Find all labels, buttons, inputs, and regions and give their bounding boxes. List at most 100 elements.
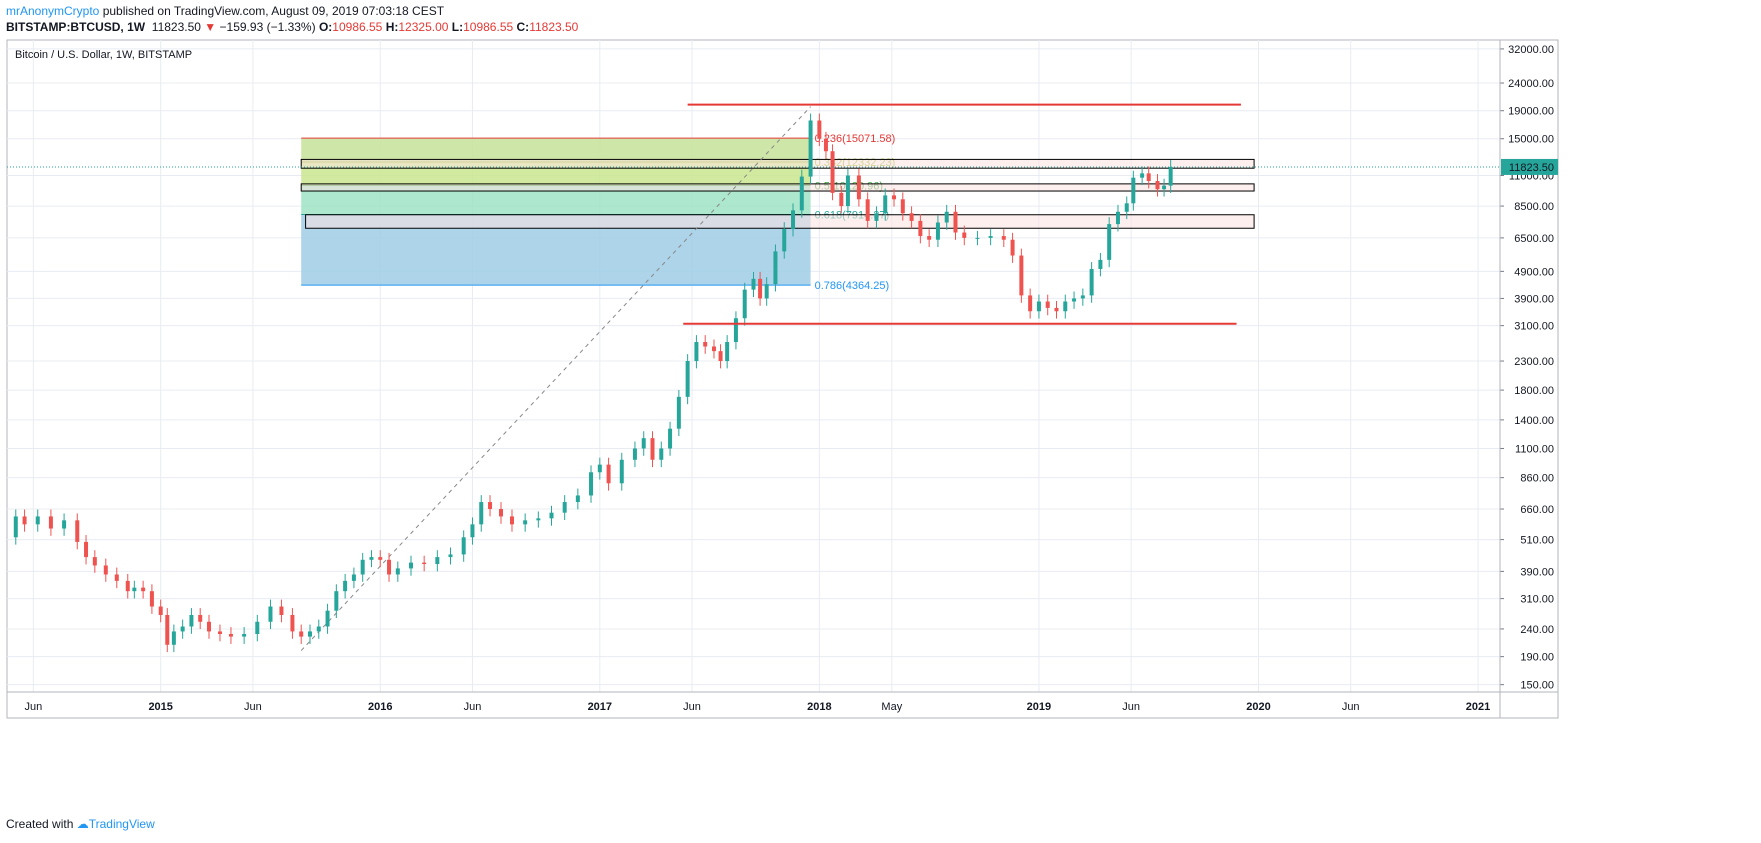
y-tick-label: 19000.00 (1508, 106, 1554, 118)
candle-body (845, 175, 850, 207)
candle-body (935, 222, 940, 240)
candle-body (758, 278, 763, 299)
x-tick-label: 2019 (1027, 701, 1051, 713)
x-tick-label: Jun (24, 701, 42, 713)
publish-line: mrAnonymCrypto published on TradingView.… (6, 3, 578, 19)
open-value: 10986.55 (332, 20, 383, 34)
candle-body (158, 606, 163, 615)
low-label: L: (451, 20, 464, 34)
candle-body (562, 502, 567, 513)
candle-body (856, 175, 861, 200)
last-price: 11823.50 (151, 20, 201, 34)
candle-body (1168, 166, 1173, 186)
candle-body (180, 626, 185, 632)
close-label: C: (516, 20, 530, 34)
candle-body (343, 580, 348, 592)
candle-body (1036, 301, 1041, 312)
candle-body (773, 251, 778, 285)
candle-body (1080, 295, 1085, 299)
tradingview-logo-icon: ☁ (76, 817, 89, 831)
candle-body (62, 520, 67, 529)
support-zone (300, 158, 1255, 169)
candle-body (782, 229, 787, 252)
tradingview-link[interactable]: TradingView (88, 817, 155, 831)
x-tick-label: May (881, 701, 902, 713)
candle-body (1107, 224, 1112, 260)
candle-body (953, 211, 958, 233)
candle-body (839, 192, 844, 207)
candle-body (499, 509, 504, 517)
price-change: −159.93 (−1.33%) (219, 20, 316, 34)
candle-body (536, 518, 541, 521)
candle-body (764, 284, 769, 299)
candle-body (1072, 298, 1077, 302)
y-tick-label: 310.00 (1520, 594, 1554, 606)
candle-body (799, 176, 804, 211)
candle-body (242, 633, 247, 637)
candle-body (217, 631, 222, 634)
candle-body (962, 232, 967, 238)
x-tick-label: Jun (1342, 701, 1360, 713)
x-tick-label: 2017 (588, 701, 612, 713)
candle-body (84, 541, 89, 558)
candle-body (395, 568, 400, 575)
candle-body (316, 626, 321, 632)
y-tick-label: 15000.00 (1508, 134, 1554, 146)
x-tick-label: 2015 (148, 701, 172, 713)
y-tick-label: 660.00 (1520, 504, 1554, 516)
candle-body (206, 621, 211, 632)
candle-body (703, 342, 708, 347)
ohlc-line: BITSTAMP:BTCUSD, 1W 11823.50 ▼ −159.93 (… (6, 19, 578, 35)
candle-body (718, 351, 723, 362)
candle-body (1124, 203, 1129, 212)
candle-body (589, 472, 594, 496)
candle-body (387, 559, 392, 575)
fib-label: 0.236(15071.58) (815, 133, 896, 145)
candle-body (1131, 177, 1136, 204)
candle-body (725, 342, 730, 362)
candle-body (988, 236, 993, 238)
candle-body (479, 502, 484, 525)
candle-body (751, 278, 756, 290)
candle-body (378, 557, 383, 560)
candle-body (685, 361, 690, 397)
candle-body (619, 459, 624, 484)
candle-body (279, 606, 284, 615)
candle-body (597, 464, 602, 473)
created-with-text: Created with (6, 817, 74, 831)
candle-body (883, 195, 888, 214)
candle-body (255, 621, 260, 634)
candle-body (918, 220, 923, 237)
last-price-tag-label: 11823.50 (1509, 162, 1554, 174)
candle-body (676, 396, 681, 429)
y-tick-label: 1100.00 (1515, 443, 1554, 455)
candle-body (1146, 173, 1151, 182)
x-tick-label: 2020 (1246, 701, 1270, 713)
candle-body (1045, 301, 1050, 308)
candle-body (668, 428, 673, 449)
author-link[interactable]: mrAnonymCrypto (6, 4, 100, 18)
low-value: 10986.55 (463, 20, 514, 34)
symbol-label[interactable]: BITSTAMP:BTCUSD, 1W (6, 20, 146, 34)
candle-body (334, 591, 339, 611)
y-tick-label: 1400.00 (1514, 415, 1554, 427)
candle-body (488, 502, 493, 510)
candle-body (1115, 211, 1120, 225)
candle-body (817, 120, 822, 139)
x-tick-label: 2016 (368, 701, 392, 713)
support-zone (305, 214, 1255, 229)
x-tick-label: Jun (1122, 701, 1140, 713)
last-price-tag (1501, 158, 1558, 175)
high-value: 12325.00 (398, 20, 449, 34)
y-tick-label: 2300.00 (1514, 356, 1554, 368)
candle-body (694, 342, 699, 362)
candle-body (1155, 181, 1160, 190)
candle-body (228, 633, 233, 637)
chart-header: mrAnonymCrypto published on TradingView.… (6, 3, 578, 35)
x-tick-label: 2021 (1466, 701, 1490, 713)
publish-info: published on TradingView.com, August 09,… (102, 4, 445, 18)
candle-body (650, 438, 655, 460)
candle-body (290, 614, 295, 632)
candle-body (523, 520, 528, 525)
